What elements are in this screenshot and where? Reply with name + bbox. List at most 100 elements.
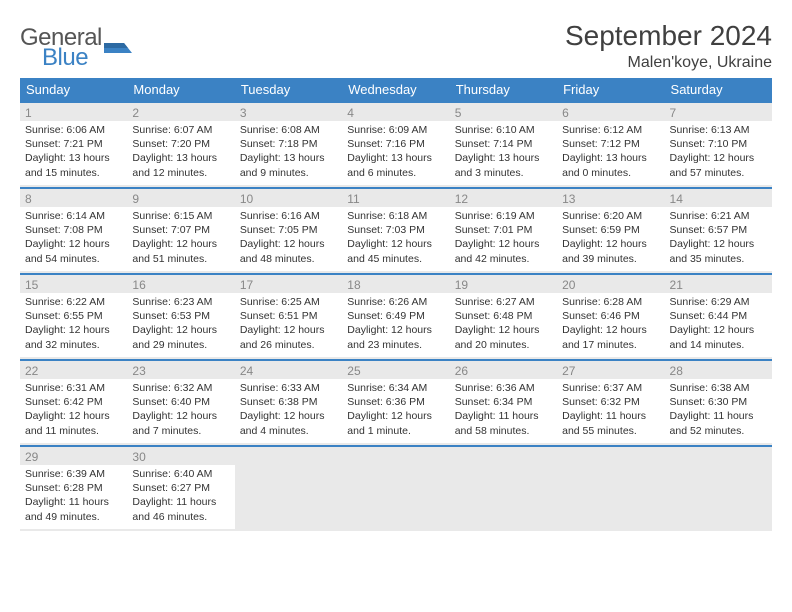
calendar-cell: 19Sunrise: 6:27 AMSunset: 6:48 PMDayligh… bbox=[450, 273, 557, 359]
calendar-cell: 21Sunrise: 6:29 AMSunset: 6:44 PMDayligh… bbox=[665, 273, 772, 359]
sunrise-line: Sunrise: 6:10 AM bbox=[455, 123, 552, 137]
calendar-cell: 13Sunrise: 6:20 AMSunset: 6:59 PMDayligh… bbox=[557, 187, 664, 273]
logo-flag-icon bbox=[104, 39, 132, 63]
weekday-header: Tuesday bbox=[235, 78, 342, 101]
daylight-line: Daylight: 12 hours and 39 minutes. bbox=[562, 237, 659, 265]
daylight-line: Daylight: 13 hours and 3 minutes. bbox=[455, 151, 552, 179]
day-body: Sunrise: 6:21 AMSunset: 6:57 PMDaylight:… bbox=[665, 207, 772, 271]
day-number: 4 bbox=[347, 106, 444, 121]
day-cell: 15Sunrise: 6:22 AMSunset: 6:55 PMDayligh… bbox=[20, 273, 127, 359]
sunset-line: Sunset: 6:32 PM bbox=[562, 395, 659, 409]
sunset-line: Sunset: 6:40 PM bbox=[132, 395, 229, 409]
day-body: Sunrise: 6:07 AMSunset: 7:20 PMDaylight:… bbox=[127, 121, 234, 185]
calendar-row: 8Sunrise: 6:14 AMSunset: 7:08 PMDaylight… bbox=[20, 187, 772, 273]
day-cell: 25Sunrise: 6:34 AMSunset: 6:36 PMDayligh… bbox=[342, 359, 449, 445]
day-body: Sunrise: 6:38 AMSunset: 6:30 PMDaylight:… bbox=[665, 379, 772, 443]
day-number: 25 bbox=[347, 364, 444, 379]
day-number: 27 bbox=[562, 364, 659, 379]
sunset-line: Sunset: 6:38 PM bbox=[240, 395, 337, 409]
sunset-line: Sunset: 6:44 PM bbox=[670, 309, 767, 323]
day-cell: 26Sunrise: 6:36 AMSunset: 6:34 PMDayligh… bbox=[450, 359, 557, 445]
weekday-header-row: Sunday Monday Tuesday Wednesday Thursday… bbox=[20, 78, 772, 101]
sunrise-line: Sunrise: 6:23 AM bbox=[132, 295, 229, 309]
day-cell: 16Sunrise: 6:23 AMSunset: 6:53 PMDayligh… bbox=[127, 273, 234, 359]
calendar-cell: 14Sunrise: 6:21 AMSunset: 6:57 PMDayligh… bbox=[665, 187, 772, 273]
daylight-line: Daylight: 12 hours and 35 minutes. bbox=[670, 237, 767, 265]
calendar-cell bbox=[665, 445, 772, 531]
calendar-cell: 2Sunrise: 6:07 AMSunset: 7:20 PMDaylight… bbox=[127, 101, 234, 187]
day-body: Sunrise: 6:27 AMSunset: 6:48 PMDaylight:… bbox=[450, 293, 557, 357]
day-body: Sunrise: 6:40 AMSunset: 6:27 PMDaylight:… bbox=[127, 465, 234, 529]
month-title: September 2024 bbox=[565, 20, 772, 52]
sunset-line: Sunset: 7:14 PM bbox=[455, 137, 552, 151]
sunset-line: Sunset: 6:49 PM bbox=[347, 309, 444, 323]
calendar-cell bbox=[450, 445, 557, 531]
sunset-line: Sunset: 6:48 PM bbox=[455, 309, 552, 323]
calendar-cell: 3Sunrise: 6:08 AMSunset: 7:18 PMDaylight… bbox=[235, 101, 342, 187]
daylight-line: Daylight: 12 hours and 11 minutes. bbox=[25, 409, 122, 437]
sunrise-line: Sunrise: 6:26 AM bbox=[347, 295, 444, 309]
calendar-cell: 22Sunrise: 6:31 AMSunset: 6:42 PMDayligh… bbox=[20, 359, 127, 445]
day-cell: 23Sunrise: 6:32 AMSunset: 6:40 PMDayligh… bbox=[127, 359, 234, 445]
day-number: 28 bbox=[670, 364, 767, 379]
calendar-cell: 9Sunrise: 6:15 AMSunset: 7:07 PMDaylight… bbox=[127, 187, 234, 273]
sunset-line: Sunset: 7:16 PM bbox=[347, 137, 444, 151]
day-cell: 22Sunrise: 6:31 AMSunset: 6:42 PMDayligh… bbox=[20, 359, 127, 445]
calendar-cell: 15Sunrise: 6:22 AMSunset: 6:55 PMDayligh… bbox=[20, 273, 127, 359]
calendar-cell: 1Sunrise: 6:06 AMSunset: 7:21 PMDaylight… bbox=[20, 101, 127, 187]
weekday-header: Thursday bbox=[450, 78, 557, 101]
daylight-line: Daylight: 12 hours and 32 minutes. bbox=[25, 323, 122, 351]
calendar-cell: 8Sunrise: 6:14 AMSunset: 7:08 PMDaylight… bbox=[20, 187, 127, 273]
day-number: 21 bbox=[670, 278, 767, 293]
calendar-cell: 30Sunrise: 6:40 AMSunset: 6:27 PMDayligh… bbox=[127, 445, 234, 531]
day-body: Sunrise: 6:31 AMSunset: 6:42 PMDaylight:… bbox=[20, 379, 127, 443]
sunrise-line: Sunrise: 6:13 AM bbox=[670, 123, 767, 137]
calendar-cell: 4Sunrise: 6:09 AMSunset: 7:16 PMDaylight… bbox=[342, 101, 449, 187]
day-cell: 29Sunrise: 6:39 AMSunset: 6:28 PMDayligh… bbox=[20, 445, 127, 531]
daylight-line: Daylight: 12 hours and 54 minutes. bbox=[25, 237, 122, 265]
sunset-line: Sunset: 7:08 PM bbox=[25, 223, 122, 237]
calendar-row: 15Sunrise: 6:22 AMSunset: 6:55 PMDayligh… bbox=[20, 273, 772, 359]
sunrise-line: Sunrise: 6:34 AM bbox=[347, 381, 444, 395]
daylight-line: Daylight: 12 hours and 17 minutes. bbox=[562, 323, 659, 351]
weekday-header: Sunday bbox=[20, 78, 127, 101]
day-body: Sunrise: 6:09 AMSunset: 7:16 PMDaylight:… bbox=[342, 121, 449, 185]
calendar-cell bbox=[342, 445, 449, 531]
day-number: 6 bbox=[562, 106, 659, 121]
day-number: 24 bbox=[240, 364, 337, 379]
sunset-line: Sunset: 6:42 PM bbox=[25, 395, 122, 409]
sunrise-line: Sunrise: 6:40 AM bbox=[132, 467, 229, 481]
daylight-line: Daylight: 13 hours and 6 minutes. bbox=[347, 151, 444, 179]
calendar-cell: 26Sunrise: 6:36 AMSunset: 6:34 PMDayligh… bbox=[450, 359, 557, 445]
sunrise-line: Sunrise: 6:14 AM bbox=[25, 209, 122, 223]
day-cell: 5 Sunrise: 6:10 AMSunset: 7:14 PMDaylight… bbox=[450, 101, 557, 187]
daylight-line: Daylight: 11 hours and 46 minutes. bbox=[132, 495, 229, 523]
brand-logo: General Blue bbox=[20, 26, 132, 70]
sunset-line: Sunset: 6:59 PM bbox=[562, 223, 659, 237]
calendar-cell: 18Sunrise: 6:26 AMSunset: 6:49 PMDayligh… bbox=[342, 273, 449, 359]
sunrise-line: Sunrise: 6:21 AM bbox=[670, 209, 767, 223]
day-number: 30 bbox=[132, 450, 229, 465]
day-number: 5 bbox=[455, 106, 552, 121]
day-body: Sunrise: 6:34 AMSunset: 6:36 PMDaylight:… bbox=[342, 379, 449, 443]
calendar-cell: 24Sunrise: 6:33 AMSunset: 6:38 PMDayligh… bbox=[235, 359, 342, 445]
calendar-cell: 12Sunrise: 6:19 AMSunset: 7:01 PMDayligh… bbox=[450, 187, 557, 273]
sunset-line: Sunset: 6:57 PM bbox=[670, 223, 767, 237]
day-number: 2 bbox=[132, 106, 229, 121]
sunrise-line: Sunrise: 6:07 AM bbox=[132, 123, 229, 137]
day-cell: 18Sunrise: 6:26 AMSunset: 6:49 PMDayligh… bbox=[342, 273, 449, 359]
calendar-cell: 20Sunrise: 6:28 AMSunset: 6:46 PMDayligh… bbox=[557, 273, 664, 359]
day-cell: 27Sunrise: 6:37 AMSunset: 6:32 PMDayligh… bbox=[557, 359, 664, 445]
day-cell: 12Sunrise: 6:19 AMSunset: 7:01 PMDayligh… bbox=[450, 187, 557, 273]
day-cell: 7Sunrise: 6:13 AMSunset: 7:10 PMDaylight… bbox=[665, 101, 772, 187]
calendar-cell: 11Sunrise: 6:18 AMSunset: 7:03 PMDayligh… bbox=[342, 187, 449, 273]
weekday-header: Wednesday bbox=[342, 78, 449, 101]
daylight-line: Daylight: 11 hours and 58 minutes. bbox=[455, 409, 552, 437]
sunset-line: Sunset: 7:05 PM bbox=[240, 223, 337, 237]
empty-cell bbox=[235, 445, 342, 531]
sunrise-line: Sunrise: 6:20 AM bbox=[562, 209, 659, 223]
weekday-header: Saturday bbox=[665, 78, 772, 101]
day-number: 19 bbox=[455, 278, 552, 293]
day-body: Sunrise: 6:14 AMSunset: 7:08 PMDaylight:… bbox=[20, 207, 127, 271]
sunset-line: Sunset: 7:10 PM bbox=[670, 137, 767, 151]
